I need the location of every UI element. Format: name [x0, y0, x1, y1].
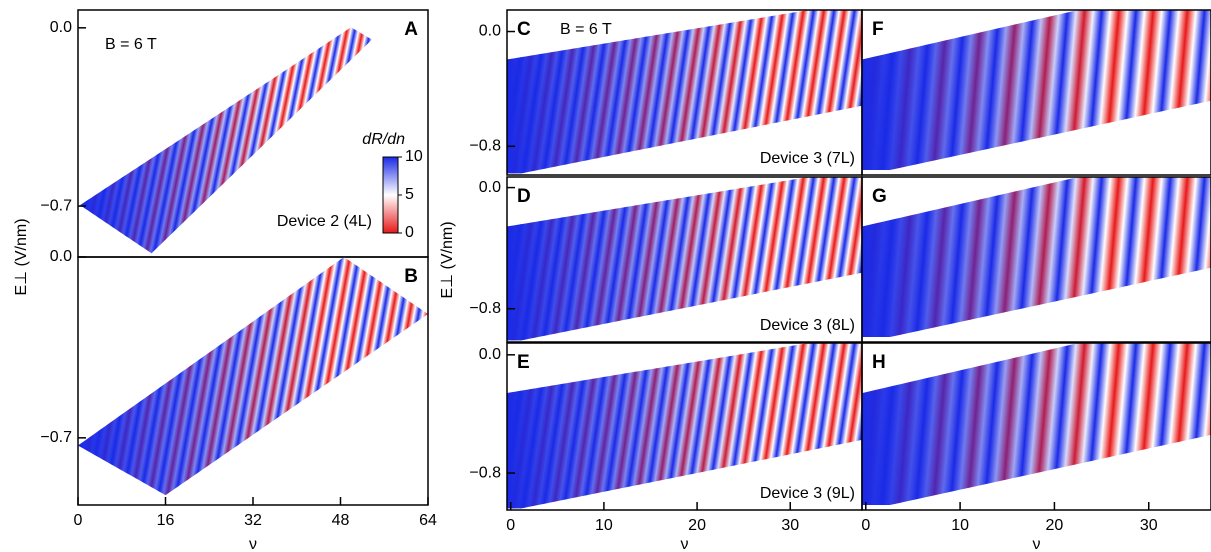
panel-letter: C — [517, 19, 531, 40]
x-tick-label: 0 — [506, 517, 515, 534]
map-shade — [78, 257, 428, 496]
panel-letter: B — [404, 266, 418, 287]
panel-frame — [861, 176, 1211, 343]
x-tick-label: 20 — [1046, 517, 1064, 534]
panel-letter: D — [517, 186, 531, 207]
map-shade — [862, 343, 1211, 505]
x-tick-label: 10 — [595, 517, 613, 534]
map-shade — [507, 343, 862, 509]
y-tick-label: 0.0 — [50, 248, 72, 265]
device-label: Device 2 (4L) — [277, 213, 372, 230]
map-shade — [507, 177, 862, 341]
colorbar-tick-label: 0 — [405, 224, 414, 241]
x-tick-label: 10 — [951, 517, 969, 534]
y-tick-label: −0.8 — [469, 138, 501, 155]
device-label: Device 3 (7L) — [760, 150, 855, 167]
colorbar — [382, 156, 399, 234]
field-annotation: B = 6 T — [105, 36, 157, 53]
device-label: Device 3 (9L) — [760, 485, 855, 502]
panel-letter: H — [872, 352, 886, 373]
x-tick-label: 0 — [74, 512, 83, 529]
device-label: Device 3 (8L) — [760, 317, 855, 334]
y-tick-label: 0.0 — [50, 19, 72, 36]
field-annotation: B = 6 T — [560, 21, 612, 38]
x-tick-label: 20 — [688, 517, 706, 534]
x-axis-label: ν — [681, 536, 689, 552]
colorbar-tick-label: 5 — [405, 186, 414, 203]
x-tick-label: 0 — [861, 517, 870, 534]
y-tick-label: −0.7 — [40, 197, 72, 214]
y-axis-label: E⊥ (V/nm) — [13, 218, 30, 295]
panel-letter: F — [872, 19, 884, 40]
map-shade — [507, 10, 862, 174]
y-tick-label: −0.8 — [469, 300, 501, 317]
y-tick-label: 0.0 — [479, 346, 501, 363]
panel-letter: G — [872, 186, 887, 207]
x-tick-label: 64 — [419, 512, 437, 529]
y-tick-label: −0.8 — [469, 464, 501, 481]
y-tick-label: 0.0 — [479, 23, 501, 40]
map-shade — [862, 10, 1211, 171]
x-tick-label: 30 — [1140, 517, 1158, 534]
x-tick-label: 48 — [332, 512, 350, 529]
x-axis-label: ν — [249, 536, 257, 552]
x-tick-label: 16 — [157, 512, 175, 529]
panel-letter: E — [517, 352, 530, 373]
y-axis-label: E⊥ (V/nm) — [439, 221, 456, 298]
colorbar-tick-label: 10 — [405, 148, 423, 165]
panel-letter: A — [404, 19, 418, 40]
y-tick-label: 0.0 — [479, 179, 501, 196]
x-axis-label: ν — [1033, 536, 1041, 552]
x-tick-label: 30 — [781, 517, 799, 534]
map-shade — [862, 177, 1211, 338]
panel-frame — [861, 342, 1211, 511]
y-tick-label: −0.7 — [40, 429, 72, 446]
colorbar-label: dR/dn — [362, 131, 405, 148]
x-tick-label: 32 — [244, 512, 262, 529]
panel-frame — [861, 9, 1211, 176]
map-shade — [80, 27, 372, 254]
